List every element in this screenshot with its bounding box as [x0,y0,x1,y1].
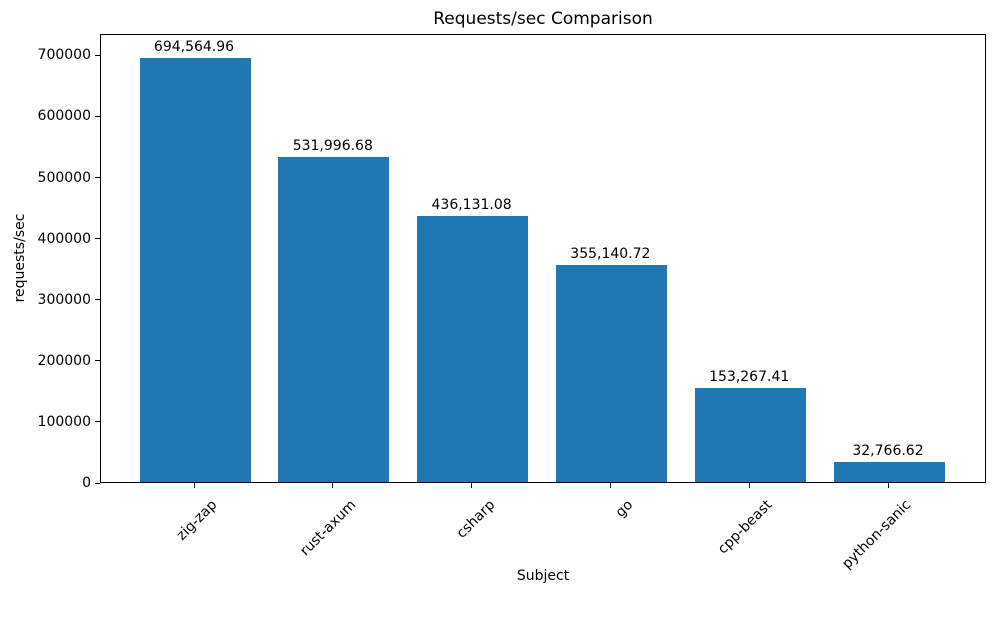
y-tick-label: 200000 [37,352,91,369]
bar-zig-zap [139,57,251,482]
bar-value-label: 32,766.62 [852,442,924,459]
y-tick-mark [95,238,100,240]
x-tick-label-csharp: csharp [453,497,498,542]
x-tick-mark [471,483,473,488]
bar-go [555,265,667,482]
chart-title: Requests/sec Comparison [433,9,653,29]
x-tick-mark [609,483,611,488]
x-tick-mark [193,483,195,488]
x-tick-mark [748,483,750,488]
bar-cpp-beast [694,388,806,482]
y-tick-mark [95,177,100,179]
y-tick-label: 100000 [37,413,91,430]
bar-value-label: 436,131.08 [431,196,512,213]
y-tick-label: 600000 [37,108,91,125]
x-tick-mark [332,483,334,488]
y-tick-mark [95,299,100,301]
y-tick-mark [95,54,100,56]
bar-value-label: 153,267.41 [709,369,790,386]
y-tick-label: 700000 [37,47,91,64]
bar-rust-axum [278,157,390,482]
y-tick-mark [95,360,100,362]
bar-csharp [417,215,529,482]
plot-area [100,34,986,483]
bar-chart-figure: Requests/sec Comparison requests/sec Sub… [12,9,986,584]
x-tick-label-go: go [613,497,637,521]
y-tick-label: 0 [82,475,91,491]
y-tick-mark [95,115,100,117]
y-tick-mark [95,482,100,484]
x-tick-label-python-sanic: python-sanic [839,497,915,573]
x-tick-label-rust-axum: rust-axum [296,497,360,560]
y-tick-label: 500000 [37,169,91,186]
x-tick-mark [887,483,889,488]
bar-value-label: 531,996.68 [292,138,373,154]
bar-value-label: 694,564.96 [153,38,235,55]
bar-value-label: 355,140.72 [570,246,651,263]
bar-python-sanic [833,461,945,482]
x-tick-label-cpp-beast: cpp-beast [715,497,776,558]
y-tick-label: 300000 [37,291,91,308]
x-axis-label: Subject [516,568,570,584]
y-tick-mark [95,421,100,423]
y-tick-label: 400000 [37,230,91,247]
x-tick-label-zig-zap: zig-zap [173,497,221,544]
